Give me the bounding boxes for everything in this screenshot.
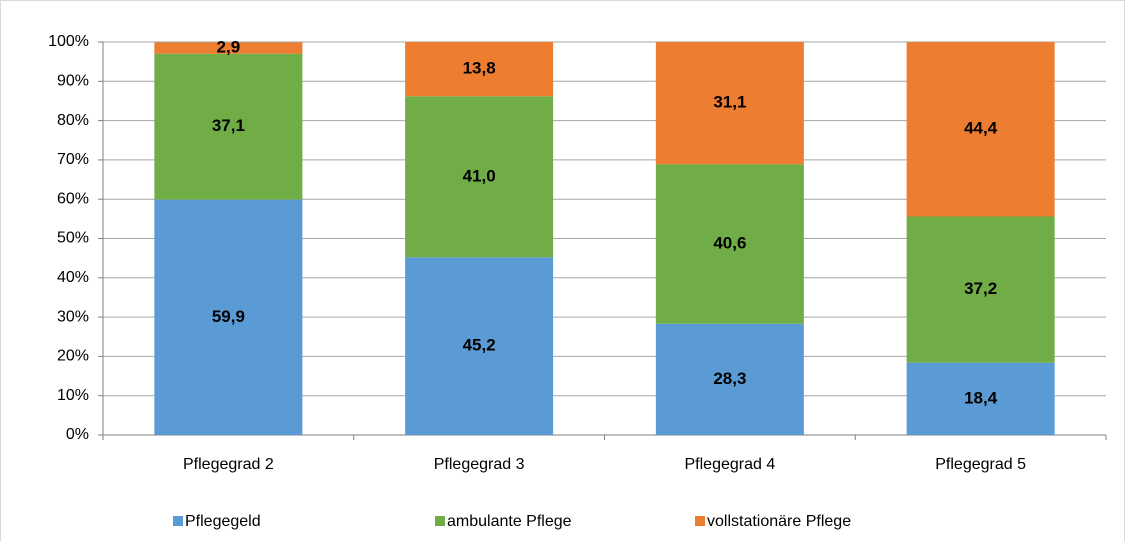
- bar-segment: [154, 42, 303, 54]
- legend-label: vollstationäre Pflege: [707, 513, 851, 530]
- bar-segment: [405, 42, 554, 97]
- legend-label: Pflegegeld: [185, 513, 261, 530]
- bar-segment: [906, 362, 1055, 435]
- y-tick-label: 60%: [57, 190, 89, 207]
- bar-segment: [405, 257, 554, 435]
- value-label: 2,9: [217, 38, 241, 57]
- y-tick-label: 50%: [57, 230, 89, 247]
- y-tick-label: 30%: [57, 308, 89, 325]
- bar-segment: [405, 96, 554, 258]
- value-label: 18,4: [964, 388, 998, 407]
- x-tick-label: Pflegegrad 3: [434, 456, 525, 473]
- value-label: 31,1: [713, 93, 746, 112]
- legend-swatch: [435, 516, 445, 526]
- legend-label: ambulante Pflege: [447, 513, 572, 530]
- value-label: 37,2: [964, 279, 997, 298]
- legend-swatch: [173, 516, 183, 526]
- y-tick-label: 10%: [57, 387, 89, 404]
- value-label: 59,9: [212, 307, 245, 326]
- bar-segment: [154, 53, 303, 200]
- y-tick-label: 80%: [57, 112, 89, 129]
- value-label: 40,6: [713, 233, 746, 252]
- x-tick-label: Pflegegrad 4: [685, 456, 776, 473]
- value-label: 41,0: [463, 166, 496, 185]
- value-label: 37,1: [212, 116, 245, 135]
- y-tick-label: 0%: [66, 426, 89, 443]
- value-label: 44,4: [964, 119, 998, 138]
- y-tick-label: 90%: [57, 73, 89, 90]
- bar-segment: [655, 42, 804, 165]
- y-tick-label: 20%: [57, 348, 89, 365]
- x-tick-label: Pflegegrad 5: [935, 456, 1026, 473]
- value-label: 28,3: [713, 369, 746, 388]
- x-tick-label: Pflegegrad 2: [183, 456, 274, 473]
- value-label: 13,8: [463, 59, 496, 78]
- y-tick-label: 40%: [57, 269, 89, 286]
- y-tick-label: 70%: [57, 151, 89, 168]
- legend-swatch: [695, 516, 705, 526]
- value-label: 45,2: [463, 336, 496, 355]
- bar-segment: [655, 323, 804, 435]
- y-tick-label: 100%: [48, 33, 89, 50]
- bar-segment: [655, 164, 804, 324]
- bar-segment: [906, 42, 1055, 217]
- bar-segment: [154, 199, 303, 435]
- bar-segment: [906, 216, 1055, 363]
